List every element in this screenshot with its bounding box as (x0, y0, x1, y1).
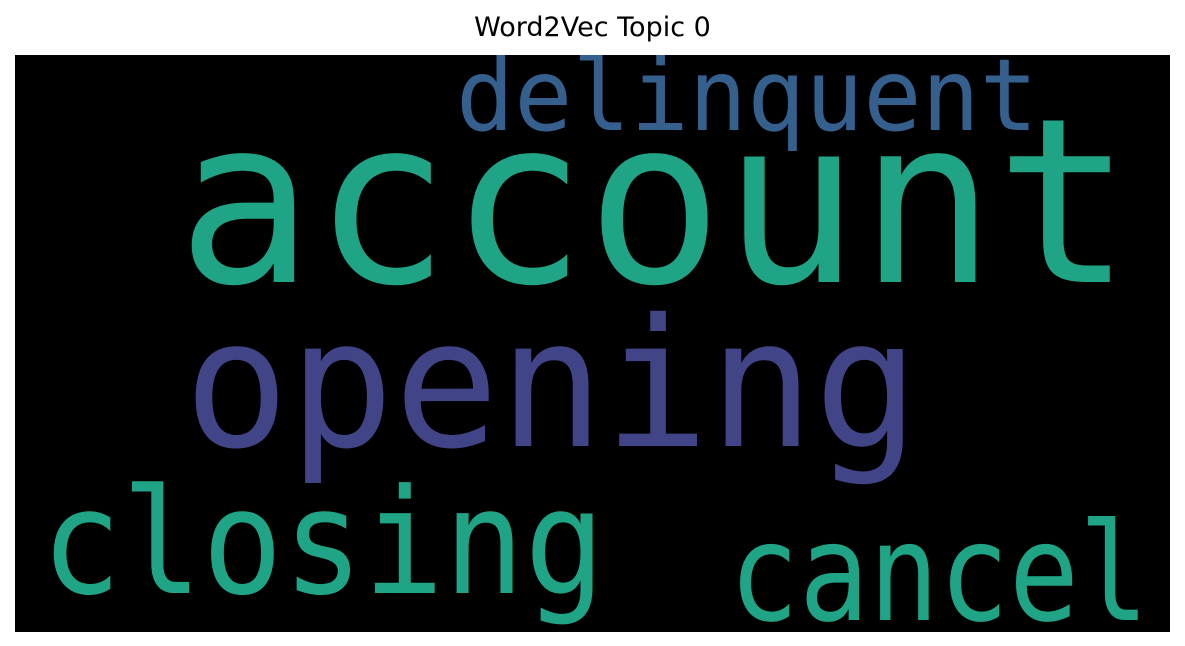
word-cloud: delinquent account opening closing cance… (15, 55, 1170, 632)
word-cloud-background (15, 55, 1170, 632)
word-cancel: cancel (729, 495, 1149, 632)
word-closing: closing (41, 458, 605, 628)
word-account: account (177, 70, 1132, 337)
word-opening: opening (184, 281, 919, 488)
chart-title: Word2Vec Topic 0 (474, 12, 711, 43)
word-cloud-canvas: delinquent account opening closing cance… (15, 55, 1170, 632)
word-delinquent: delinquent (456, 55, 1038, 154)
